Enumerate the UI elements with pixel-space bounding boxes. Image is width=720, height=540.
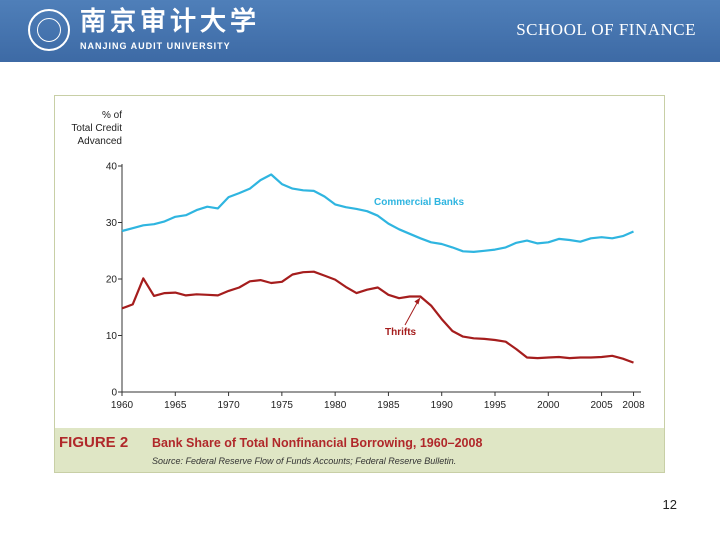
- thrifts-arrow-line: [404, 300, 419, 326]
- y-tick-label: 20: [106, 275, 118, 286]
- figure-panel: % of Total Credit Advanced 0 10 20 30 40 1960 196…: [54, 95, 665, 473]
- page-number: 12: [662, 497, 677, 512]
- y-axis-label-line: % of: [102, 110, 122, 121]
- x-tick-label: 1995: [484, 400, 507, 411]
- figure-source: Source: Federal Reserve Flow of Funds Ac…: [152, 456, 457, 466]
- thrifts-label: Thrifts: [385, 327, 417, 338]
- x-tick-label: 1980: [324, 400, 347, 411]
- x-tick-label: 1960: [111, 400, 134, 411]
- commercial-banks-series-line: [121, 173, 634, 253]
- university-seal-icon: [28, 9, 70, 51]
- y-tick-label: 10: [106, 331, 118, 342]
- y-tick-label: 30: [106, 218, 118, 229]
- x-tick-label: 2000: [537, 400, 560, 411]
- school-title: SCHOOL OF FINANCE: [516, 20, 696, 39]
- commercial-banks-label: Commercial Banks: [374, 197, 464, 208]
- x-tick-label: 1965: [164, 400, 187, 411]
- y-tick-label: 40: [106, 162, 118, 173]
- thrifts-arrow-head: [414, 297, 421, 305]
- x-tick-label: 1985: [377, 400, 400, 411]
- x-tick-label: 1970: [217, 400, 240, 411]
- x-tick-label: 2008: [622, 400, 645, 411]
- figure-label: FIGURE 2: [59, 434, 129, 451]
- y-axis-label-line: Advanced: [78, 136, 122, 147]
- university-name-chinese: 南京审计大学: [80, 7, 261, 37]
- university-name-english: NANJING AUDIT UNIVERSITY: [80, 41, 231, 51]
- figure-title: Bank Share of Total Nonfinancial Borrowi…: [152, 436, 483, 450]
- y-tick-label: 0: [111, 388, 117, 399]
- figure-caption: FIGURE 2 Bank Share of Total Nonfinancia…: [55, 428, 664, 472]
- x-tick-label: 2005: [590, 400, 613, 411]
- line-chart: % of Total Credit Advanced 0 10 20 30 40 1960 196…: [71, 110, 645, 411]
- y-axis-label-line: Total Credit: [71, 123, 122, 134]
- x-tick-label: 1975: [271, 400, 294, 411]
- header-banner: 南京审计大学 NANJING AUDIT UNIVERSITY SCHOOL O…: [0, 0, 720, 62]
- x-tick-label: 1990: [431, 400, 454, 411]
- thrifts-series-line: [121, 270, 634, 364]
